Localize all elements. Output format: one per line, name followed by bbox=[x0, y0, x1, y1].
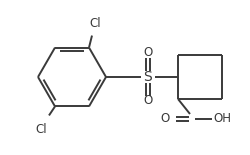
Text: Cl: Cl bbox=[35, 123, 47, 136]
Text: O: O bbox=[144, 95, 152, 108]
Text: OH: OH bbox=[213, 113, 231, 126]
Text: O: O bbox=[160, 113, 170, 126]
Text: Cl: Cl bbox=[89, 17, 101, 30]
Text: S: S bbox=[144, 70, 152, 84]
Text: O: O bbox=[144, 46, 152, 60]
